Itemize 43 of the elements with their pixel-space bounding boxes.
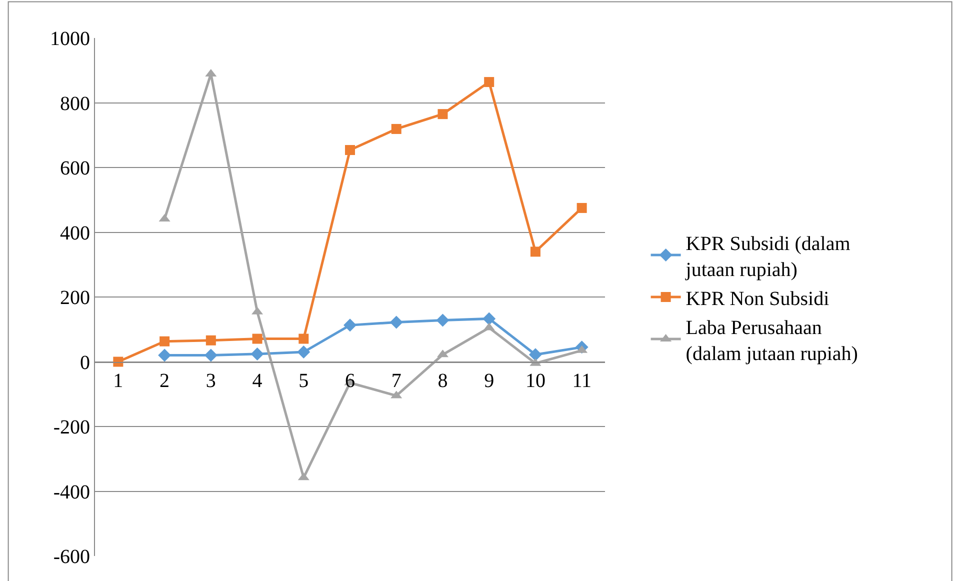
point (482, 312, 496, 326)
y-tick-label: 1000 (50, 28, 90, 50)
y-tick-label: 400 (60, 222, 90, 244)
point (298, 334, 309, 344)
legend-label: Laba Perusahaan (dalam jutaan rupiah) (686, 316, 858, 365)
point (160, 336, 170, 346)
y-tick-label: 200 (60, 287, 90, 309)
point (391, 124, 402, 134)
x-tick-label: 9 (484, 370, 494, 392)
x-tick-label: 2 (160, 370, 170, 392)
point (113, 356, 124, 367)
point (250, 347, 264, 360)
legend-label: KPR Non Subsidi (686, 288, 830, 310)
point (204, 348, 218, 362)
y-tick-label: -600 (53, 546, 90, 568)
point (576, 202, 587, 213)
point (484, 77, 494, 88)
x-tick-label: 8 (438, 370, 448, 392)
point (344, 318, 356, 332)
y-tick-label: 800 (60, 92, 90, 115)
point (530, 246, 540, 257)
legend-label: KPR Subsidi (dalam jutaan rupiah) (684, 232, 851, 281)
x-tick-label: 3 (206, 370, 216, 392)
point (206, 335, 216, 346)
x-tick-label: 10 (525, 370, 546, 392)
point (390, 316, 403, 329)
point (438, 109, 448, 120)
x-tick-label: 11 (572, 370, 592, 392)
point (436, 314, 450, 327)
x-tick-label: 5 (298, 370, 309, 392)
x-tick-label: 1 (113, 370, 124, 392)
point (158, 348, 172, 362)
y-tick-label: -400 (53, 481, 90, 504)
point (297, 346, 310, 359)
x-tick-label: 4 (252, 370, 262, 392)
point (528, 348, 542, 362)
x-tick-label: 7 (391, 370, 402, 392)
y-tick-label: 0 (80, 352, 90, 374)
y-tick-label: 600 (60, 158, 90, 180)
point (252, 334, 262, 344)
x-tick-label: 6 (345, 370, 355, 392)
point (345, 145, 355, 156)
y-tick-label: -200 (53, 416, 90, 438)
